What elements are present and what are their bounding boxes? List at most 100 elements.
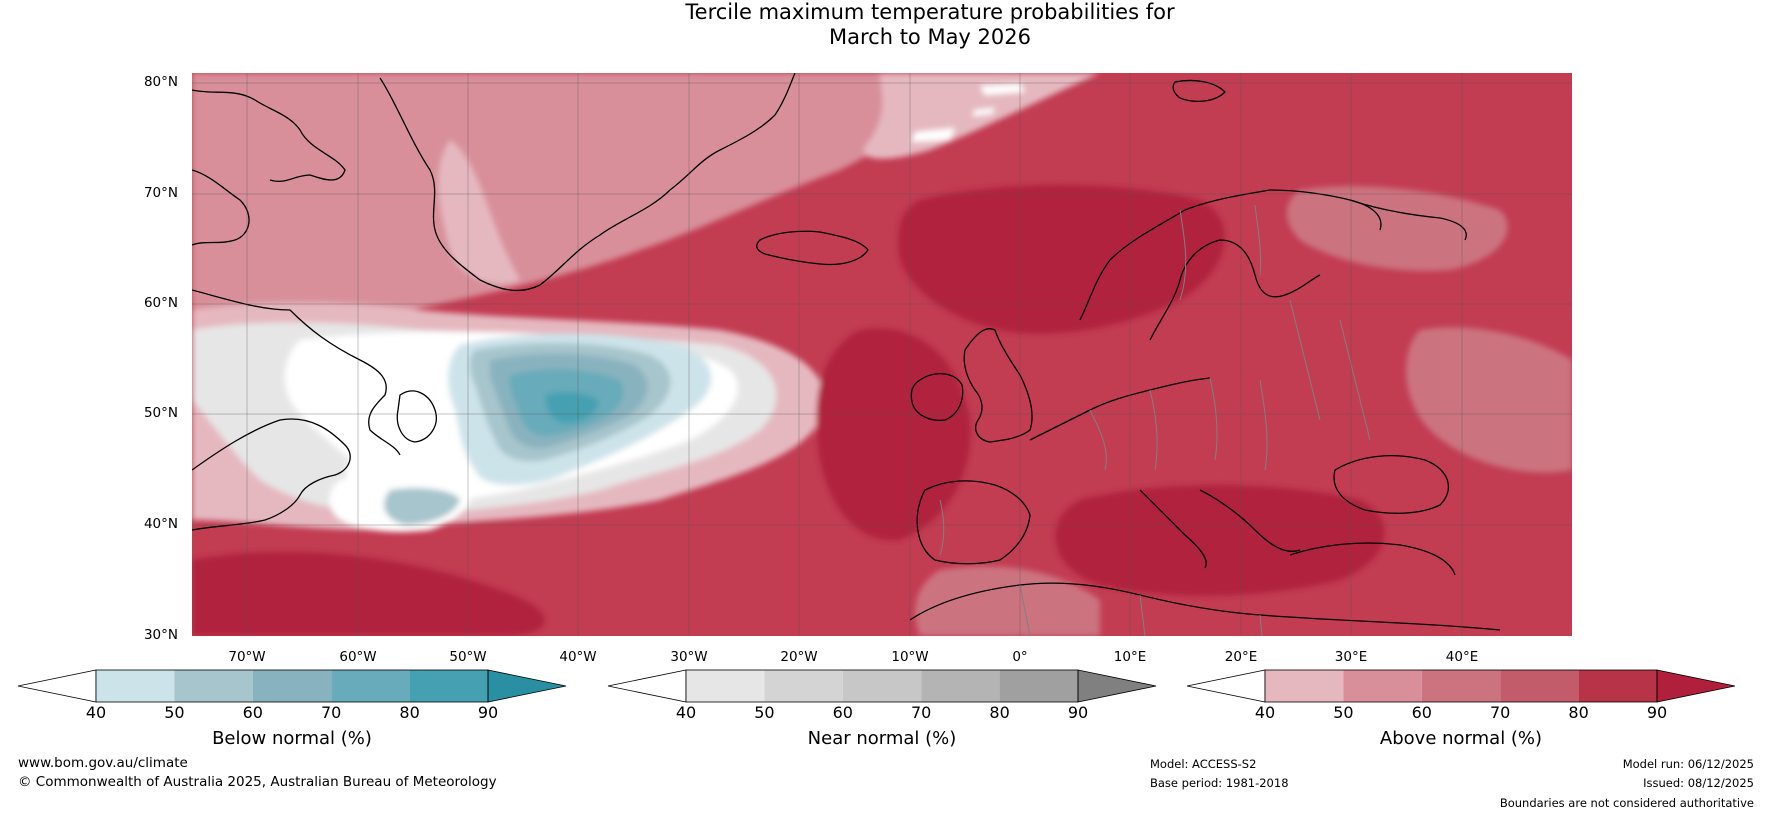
colorbar-above-bin-4 — [1500, 670, 1579, 702]
lon-label-0: 0° — [1012, 649, 1028, 665]
border-north-africa — [1019, 584, 1263, 636]
contour-greenland-light — [438, 140, 520, 284]
lon-label-50w: 50°W — [449, 649, 487, 665]
lon-label-30w: 30°W — [670, 649, 708, 665]
lat-label-30n: 30°N — [143, 627, 178, 643]
contour-scandi-light — [1286, 186, 1508, 271]
colorbar-below-title: Below normal (%) — [212, 728, 372, 749]
contour-south-dark — [192, 551, 545, 636]
colorbar-above-tick: 50 — [1333, 703, 1354, 722]
footer-base-period: Base period: 1981-2018 — [1150, 776, 1289, 790]
contour-europe-dark — [898, 185, 1225, 334]
map-panel — [192, 73, 1572, 636]
coast-kola — [1349, 199, 1467, 241]
country-borders — [939, 204, 1371, 636]
lon-label-40w: 40°W — [559, 649, 597, 665]
coast-ireland — [910, 373, 964, 421]
colorbar-below-bin-2 — [174, 670, 253, 702]
border-east-europe — [1289, 299, 1371, 441]
colorbar-near-frame — [685, 669, 1079, 703]
lat-label-50n: 50°N — [143, 405, 178, 421]
lon-label-30e: 30°E — [1334, 649, 1368, 665]
colorbar-above — [1186, 669, 1736, 703]
colorbar-near-bin-5 — [999, 670, 1078, 702]
colorbar-below-frame — [95, 669, 489, 703]
colorbar-above-under — [1186, 669, 1266, 703]
colorbar-near-title: Near normal (%) — [807, 728, 957, 749]
footer-copyright: © Commonwealth of Australia 2025, Austra… — [18, 774, 497, 790]
lat-label-40n: 40°N — [143, 516, 178, 532]
lon-label-10w: 10°W — [891, 649, 929, 665]
colorbar-below-tick: 60 — [242, 703, 263, 722]
lon-label-10e: 10°E — [1113, 649, 1147, 665]
coastlines — [192, 73, 1501, 631]
coast-greenland — [379, 73, 796, 292]
colorbar-below-tick: 50 — [164, 703, 185, 722]
lon-label-70w: 70°W — [228, 649, 266, 665]
lon-label-40e: 40°E — [1445, 649, 1479, 665]
title-line-2: March to May 2026 — [829, 25, 1031, 49]
coast-gulf-stlawrence — [192, 418, 351, 531]
coast-europe-north — [1029, 377, 1211, 441]
probability-contours — [192, 73, 1572, 636]
colorbar-above-tick: 70 — [1490, 703, 1511, 722]
coast-baffin-south — [192, 169, 250, 246]
coast-black-sea — [1333, 455, 1449, 514]
colorbar-near-tick: 60 — [832, 703, 853, 722]
map-title: Tercile maximum temperature probabilitie… — [0, 0, 1770, 50]
colorbar-above-tick: 90 — [1646, 703, 1668, 722]
colorbar-above-frame — [1264, 669, 1658, 703]
colorbar-near-under — [607, 669, 687, 703]
colorbar-above-bin-2 — [1343, 670, 1422, 702]
lon-label-60w: 60°W — [339, 649, 377, 665]
colorbar-below-bin-4 — [331, 670, 410, 702]
colorbar-above-tick: 80 — [1568, 703, 1589, 722]
contour-med-dark — [1055, 485, 1385, 596]
colorbar-near-bin-4 — [921, 670, 1000, 702]
coast-svalbard — [1172, 79, 1226, 103]
footer-url: www.bom.gov.au/climate — [18, 755, 188, 771]
colorbar-near — [607, 669, 1157, 703]
coast-iceland — [756, 230, 869, 266]
colorbar-near-tick: 40 — [675, 703, 697, 722]
colorbar-near-bin-2 — [764, 670, 843, 702]
colorbar-above-bin-3 — [1421, 670, 1501, 702]
colorbar-near-bin-3 — [842, 670, 922, 702]
coast-north-africa — [909, 582, 1501, 631]
colorbar-above-title: Above normal (%) — [1379, 728, 1543, 749]
graticule — [192, 73, 1572, 636]
colorbar-near-tick: 80 — [989, 703, 1010, 722]
footer-model: Model: ACCESS-S2 — [1150, 757, 1257, 771]
coast-britain — [963, 328, 1033, 443]
lat-label-80n: 80°N — [143, 74, 178, 90]
contour-arctic-white — [912, 84, 1025, 142]
colorbar-above-bin-1 — [1265, 670, 1344, 702]
colorbar-near-tick: 90 — [1067, 703, 1089, 722]
contour-below-90 — [545, 392, 599, 423]
colorbar-above-bin-5 — [1578, 670, 1657, 702]
colorbar-below-tick: 90 — [477, 703, 499, 722]
colorbar-below-bin-3 — [252, 670, 332, 702]
colorbar-above-over — [1656, 669, 1736, 703]
coast-baffin — [192, 89, 346, 182]
colorbar-near-bin-1 — [686, 670, 765, 702]
lat-label-70n: 70°N — [143, 185, 178, 201]
border-central-europe — [1089, 377, 1268, 471]
coast-newfoundland — [396, 390, 437, 443]
colorbar-above-tick: 60 — [1411, 703, 1432, 722]
contour-south-blue — [384, 488, 460, 525]
lon-label-20e: 20°E — [1224, 649, 1258, 665]
lat-label-60n: 60°N — [143, 295, 178, 311]
colorbar-below-tick: 40 — [85, 703, 107, 722]
contour-east-light — [1406, 327, 1572, 473]
colorbar-below-under — [17, 669, 97, 703]
colorbar-near-over — [1077, 669, 1157, 703]
footer-model-run: Model run: 06/12/2025 — [1622, 757, 1754, 771]
footer-disclaimer: Boundaries are not considered authoritat… — [1499, 796, 1754, 810]
footer-issued: Issued: 08/12/2025 — [1643, 776, 1754, 790]
lon-label-20w: 20°W — [780, 649, 818, 665]
colorbar-below-tick: 70 — [321, 703, 342, 722]
coast-iberia — [916, 480, 1031, 565]
colorbar-below-bin-1 — [96, 670, 175, 702]
